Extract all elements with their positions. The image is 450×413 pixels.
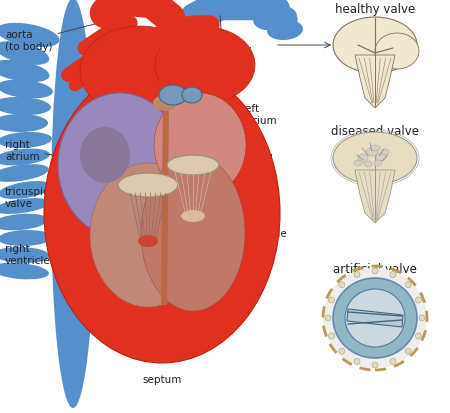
Ellipse shape	[154, 93, 246, 197]
Ellipse shape	[167, 155, 219, 175]
Text: aorta
(to body): aorta (to body)	[5, 19, 115, 52]
Text: mitral
valve: mitral valve	[209, 154, 273, 176]
Ellipse shape	[415, 297, 421, 303]
Ellipse shape	[381, 149, 389, 155]
Ellipse shape	[51, 0, 95, 408]
Polygon shape	[347, 309, 403, 327]
Text: septum: septum	[142, 375, 182, 385]
Ellipse shape	[44, 63, 280, 363]
Ellipse shape	[80, 26, 200, 116]
Ellipse shape	[0, 60, 50, 82]
Ellipse shape	[358, 154, 368, 162]
Ellipse shape	[155, 27, 255, 103]
Polygon shape	[355, 55, 395, 108]
Ellipse shape	[182, 87, 202, 103]
Ellipse shape	[0, 263, 49, 279]
Ellipse shape	[0, 181, 52, 199]
Ellipse shape	[0, 149, 50, 166]
Ellipse shape	[345, 289, 405, 347]
Ellipse shape	[0, 132, 52, 148]
Ellipse shape	[333, 17, 417, 73]
Ellipse shape	[58, 93, 182, 237]
Ellipse shape	[80, 127, 130, 183]
Ellipse shape	[375, 33, 419, 69]
Ellipse shape	[390, 272, 396, 278]
Ellipse shape	[333, 278, 417, 358]
Ellipse shape	[354, 160, 362, 166]
Ellipse shape	[267, 20, 303, 40]
Text: left
atrium: left atrium	[207, 104, 277, 140]
Text: left
ventricle: left ventricle	[221, 217, 288, 239]
Ellipse shape	[415, 333, 421, 339]
Ellipse shape	[0, 214, 48, 230]
Ellipse shape	[405, 282, 411, 288]
Ellipse shape	[374, 160, 382, 166]
Ellipse shape	[333, 132, 417, 184]
Ellipse shape	[328, 297, 335, 303]
Ellipse shape	[0, 23, 59, 47]
Ellipse shape	[354, 358, 360, 364]
Ellipse shape	[0, 198, 50, 214]
Ellipse shape	[372, 268, 378, 274]
Ellipse shape	[323, 268, 427, 368]
Text: artificial valve: artificial valve	[333, 263, 417, 276]
Ellipse shape	[405, 348, 411, 354]
Ellipse shape	[328, 333, 335, 339]
Ellipse shape	[354, 272, 360, 278]
Ellipse shape	[141, 155, 245, 311]
Ellipse shape	[419, 315, 425, 321]
Polygon shape	[355, 170, 395, 223]
Ellipse shape	[390, 358, 396, 364]
Ellipse shape	[366, 148, 378, 156]
Ellipse shape	[325, 315, 331, 321]
Ellipse shape	[370, 145, 380, 151]
Text: right
atrium: right atrium	[5, 140, 97, 162]
Ellipse shape	[90, 163, 206, 307]
Text: healthy valve: healthy valve	[335, 3, 415, 16]
Text: tricuspid
valve: tricuspid valve	[5, 185, 127, 209]
Polygon shape	[130, 298, 195, 363]
Polygon shape	[161, 98, 169, 305]
Ellipse shape	[364, 161, 372, 167]
Ellipse shape	[0, 164, 49, 182]
Ellipse shape	[0, 230, 52, 246]
Ellipse shape	[339, 282, 345, 288]
Text: right
ventricle: right ventricle	[5, 239, 107, 266]
Ellipse shape	[253, 6, 297, 31]
Ellipse shape	[0, 97, 51, 115]
Ellipse shape	[0, 247, 50, 263]
Text: diseased valve: diseased valve	[331, 125, 419, 138]
Text: pulmonary
artery
(to lungs): pulmonary artery (to lungs)	[195, 16, 251, 78]
Ellipse shape	[159, 85, 187, 105]
Ellipse shape	[0, 80, 53, 98]
Ellipse shape	[153, 95, 177, 111]
Ellipse shape	[138, 235, 158, 247]
Ellipse shape	[376, 153, 386, 161]
Ellipse shape	[181, 210, 205, 222]
Ellipse shape	[118, 173, 178, 197]
Ellipse shape	[0, 41, 50, 65]
Ellipse shape	[0, 114, 48, 132]
Ellipse shape	[372, 362, 378, 368]
Ellipse shape	[339, 348, 345, 354]
